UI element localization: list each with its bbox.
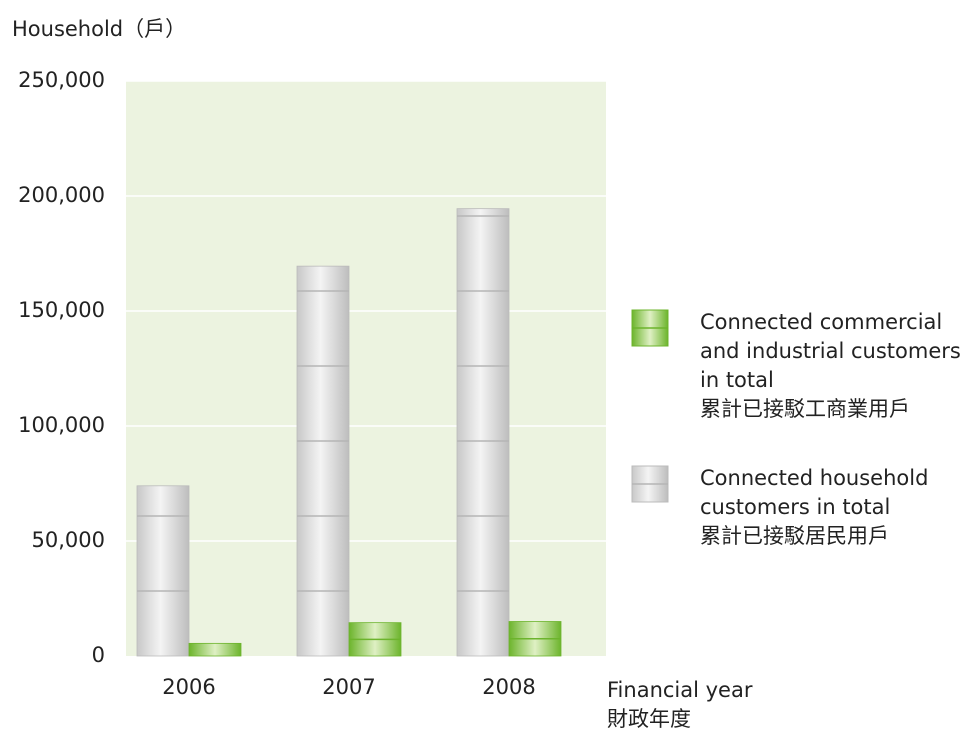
y-tick-label: 250,000 <box>18 68 105 92</box>
y-tick-label: 200,000 <box>18 183 105 207</box>
bar <box>456 208 510 657</box>
legend-label: Connected commercial and industrial cust… <box>700 310 961 421</box>
x-tick-label: 2007 <box>322 675 375 699</box>
y-tick-label: 150,000 <box>18 298 105 322</box>
x-tick-label: 2008 <box>482 675 535 699</box>
legend-label: Connected household customers in total 累… <box>700 466 929 548</box>
y-tick-label: 100,000 <box>18 413 105 437</box>
y-tick-label: 0 <box>92 643 105 667</box>
x-tick-label: 2006 <box>162 675 215 699</box>
bar <box>188 642 242 657</box>
bar <box>296 265 350 657</box>
x-axis-label: Financial year 財政年度 <box>607 678 753 731</box>
plot-area <box>126 81 606 656</box>
y-tick-label: 50,000 <box>32 528 105 552</box>
y-axis-label: Household（戶） <box>12 17 186 41</box>
bar <box>136 485 190 657</box>
